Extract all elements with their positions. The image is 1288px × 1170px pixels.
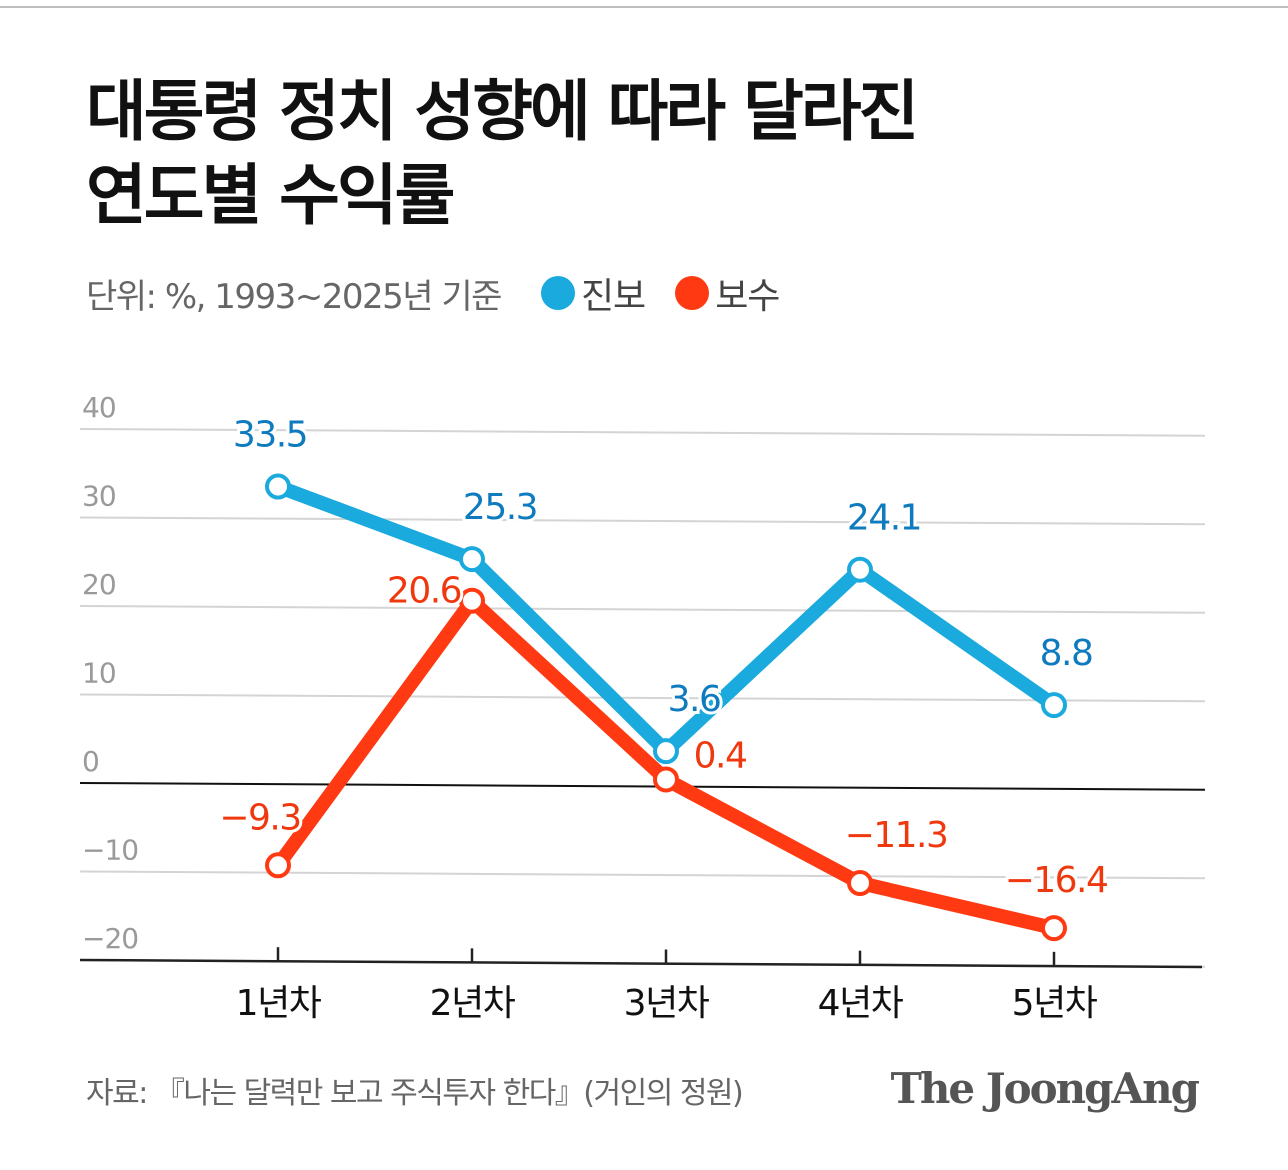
top-rule [0,6,1288,8]
x-tick-label: 3년차 [624,983,710,1024]
data-point-progressive [1041,692,1067,719]
zero-baseline [79,782,1206,791]
y-axis-ticks: 40 30 20 10 0 −10 −20 [82,391,139,955]
gridline [79,428,1206,437]
y-tick-label: 0 [82,745,99,778]
data-point-conservative [847,870,873,897]
legend-item-conservative: 보수 [675,267,780,319]
series-layer [265,473,1067,942]
data-label-conservative: 0.4 [694,735,747,776]
data-label-conservative: −11.3 [845,815,948,856]
gridline [79,516,1206,526]
data-point-progressive [847,556,873,583]
data-label-layer: 33.5 25.3 3.6 24.1 8.8 −9.3 20.6 0.4 −11.3 −16.4 [216,412,1112,905]
x-axis: 1년차 2년차 3년차 4년차 5년차 [79,947,1203,1024]
brand-logo: The JoongAng [890,1064,1200,1113]
data-point-conservative [653,766,679,793]
x-tick-label: 4년차 [818,983,904,1024]
legend-label-conservative: 보수 [715,276,780,317]
y-tick-label: 20 [82,568,116,601]
data-label-progressive: 25.3 [463,487,537,528]
data-label-progressive: 24.1 [847,498,921,539]
legend-dot-conservative [675,276,710,310]
y-tick-label: 30 [82,480,116,513]
data-point-progressive [653,738,679,765]
x-tick-label: 2년차 [430,983,516,1024]
data-point-conservative [1041,915,1067,942]
subtitle-row: 단위: %, 1993~2025년 기준 진보 보수 [86,267,780,319]
legend-label-progressive: 진보 [580,276,646,317]
gridline [79,605,1206,614]
x-tick-label: 1년차 [236,983,322,1024]
data-point-progressive [459,546,485,573]
data-point-progressive [265,473,291,500]
line-chart: 40 30 20 10 0 −10 −20 1년차 2년차 3년차 4년차 5년차 33.5 25.3… [79,391,1206,1024]
data-label-conservative: −16.4 [1005,860,1108,901]
data-point-conservative [459,587,485,614]
legend-dot-progressive [540,276,575,310]
y-tick-label: 10 [82,657,116,690]
y-tick-label: −20 [82,922,138,955]
x-tick-label: 5년차 [1012,983,1098,1024]
unit-text: 단위: %, 1993~2025년 기준 [86,276,502,317]
data-label-conservative: −9.3 [219,797,300,838]
data-label-progressive: 8.8 [1040,633,1093,674]
y-tick-label: −10 [82,834,138,867]
gridline [79,693,1206,703]
data-label-conservative: 20.6 [387,571,461,612]
chart-title: 대통령 정치 성향에 따라 달라진 연도별 수익률 [86,70,919,238]
legend-item-progressive: 진보 [540,267,646,319]
source-note: 자료: 『나는 달력만 보고 주식투자 한다』(거인의 정원) [86,1076,744,1111]
title-line-1: 대통령 정치 성향에 따라 달라진 [86,73,919,150]
data-label-progressive: 3.6 [668,679,721,720]
series-line-conservative [271,593,1061,936]
x-axis-line [79,958,1203,969]
data-label-progressive: 33.5 [233,415,307,456]
data-point-conservative [265,852,291,879]
y-tick-label: 40 [82,391,116,424]
title-line-2: 연도별 수익률 [86,157,455,234]
